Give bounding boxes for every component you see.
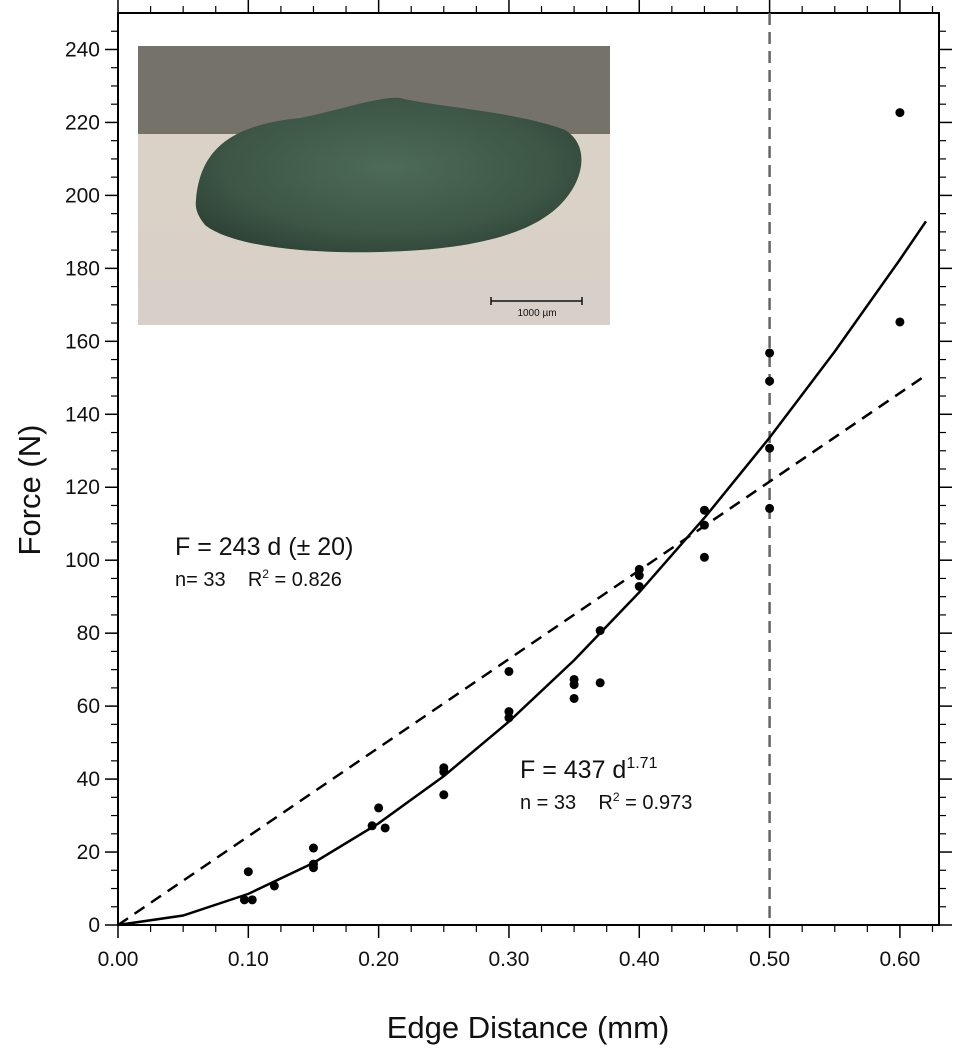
y-tick-label: 40 <box>77 768 100 791</box>
data-point <box>504 707 514 717</box>
x-tick-label: 0.10 <box>228 948 269 971</box>
data-point <box>895 108 905 118</box>
x-axis-title: Edge Distance (mm) <box>387 1010 670 1045</box>
annotation-part: = 0.826 <box>269 569 342 591</box>
data-point <box>569 693 579 703</box>
scale-bar-label: 1000 µm <box>517 308 556 319</box>
inset-photo: 1000 µm <box>138 46 610 325</box>
y-tick-label: 220 <box>65 111 100 134</box>
data-point <box>439 790 449 800</box>
data-point <box>595 678 605 688</box>
y-tick-label: 240 <box>65 38 100 61</box>
fit-line <box>117 220 928 927</box>
annotation-part: 1.71 <box>626 755 657 772</box>
y-tick-label: 60 <box>77 695 100 718</box>
data-point <box>504 666 514 676</box>
fit-line <box>117 374 927 927</box>
data-point <box>380 823 390 833</box>
data-point <box>374 803 384 813</box>
y-tick-label: 80 <box>77 622 100 645</box>
data-point <box>699 520 709 530</box>
annotation-part: n = 33 R <box>520 792 613 814</box>
data-point <box>595 626 605 636</box>
data-point <box>439 767 449 777</box>
annotation: n= 33 R2 = 0.826 <box>175 567 342 591</box>
data-point <box>308 863 318 873</box>
data-point <box>243 867 253 877</box>
data-point <box>699 552 709 562</box>
annotation-part: n= 33 R <box>175 569 262 591</box>
data-point <box>569 680 579 690</box>
data-point <box>765 376 775 386</box>
y-tick-label: 200 <box>65 184 100 207</box>
annotation: F = 437 d1.71 <box>520 755 658 784</box>
data-point <box>269 881 279 891</box>
data-point <box>765 443 775 453</box>
data-point <box>367 821 377 831</box>
y-tick-label: 160 <box>65 330 100 353</box>
y-tick-label: 20 <box>77 841 100 864</box>
y-axis-title: Force (N) <box>12 425 47 556</box>
x-tick-label: 0.30 <box>489 948 530 971</box>
x-tick-label: 0.40 <box>619 948 660 971</box>
annotation: F = 243 d (± 20) <box>175 533 353 561</box>
data-point <box>765 348 775 358</box>
y-tick-label: 100 <box>65 549 100 572</box>
annotation-part: 2 <box>613 790 620 804</box>
data-point <box>765 503 775 513</box>
weld-shape <box>195 97 582 253</box>
data-point <box>634 564 644 574</box>
annotation-part: F = 243 d (± 20) <box>175 533 353 561</box>
data-point <box>247 895 257 905</box>
x-tick-label: 0.50 <box>749 948 790 971</box>
data-point <box>895 317 905 327</box>
data-point <box>634 571 644 581</box>
annotation-part: = 0.973 <box>620 792 693 814</box>
y-tick-label: 180 <box>65 257 100 280</box>
y-tick-label: 120 <box>65 476 100 499</box>
x-tick-label: 0.20 <box>358 948 399 971</box>
x-tick-label: 0.00 <box>98 948 139 971</box>
y-tick-label: 0 <box>88 914 100 937</box>
data-point <box>504 713 514 723</box>
data-point <box>239 895 249 905</box>
data-point <box>699 505 709 515</box>
annotation-part: F = 437 d <box>520 756 626 784</box>
y-tick-label: 140 <box>65 403 100 426</box>
annotation-part: 2 <box>262 567 269 581</box>
x-tick-label: 0.60 <box>879 948 920 971</box>
data-point <box>634 581 644 591</box>
annotation: n = 33 R2 = 0.973 <box>520 790 692 814</box>
data-point <box>308 843 318 853</box>
